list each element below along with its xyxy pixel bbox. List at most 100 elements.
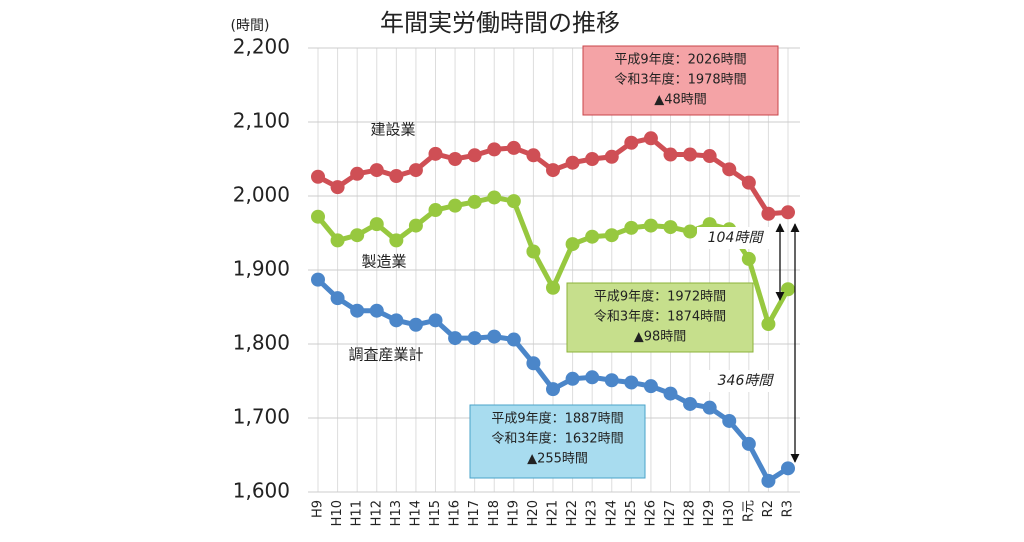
data-point [311,169,325,184]
data-point [663,386,678,401]
data-point [487,190,502,205]
data-point [702,149,717,164]
callout-text: 令和3年度：1978時間 [614,72,746,88]
data-point [683,396,698,411]
x-tick-label: H30 [722,500,737,526]
x-tick-label: R2 [761,500,776,517]
y-tick-label: 2,000 [233,183,290,207]
x-tick-label: H16 [448,500,463,526]
data-point [585,229,600,244]
gap-label: 346時間 [718,373,775,389]
data-point [585,370,600,385]
series-label: 調査産業計 [348,346,423,364]
data-point [761,317,776,332]
x-tick-label: H18 [487,500,502,526]
data-point [311,272,325,287]
x-tick-label: H24 [604,500,619,526]
x-tick-label: H20 [526,500,541,526]
callout-text: 平成9年度：1887時間 [491,411,623,427]
data-point [448,152,463,166]
x-tick-label: H28 [683,500,698,526]
data-point [408,218,423,233]
gap-label-bg [697,227,773,249]
data-point [408,317,423,332]
x-tick-label: R3 [781,500,796,517]
data-point [624,220,639,235]
data-point [487,329,502,344]
x-tick-label: H27 [663,500,678,526]
callout-text: 令和3年度：1874時間 [594,309,726,325]
callout-text: 令和3年度：1632時間 [491,431,623,447]
data-point [408,163,423,178]
x-tick-label: R元 [741,500,756,522]
data-point [330,233,345,248]
data-point [741,436,756,451]
data-point [643,131,658,146]
data-point [624,135,639,150]
series-label: 製造業 [361,253,406,271]
data-point [722,413,737,428]
data-point [389,233,404,248]
data-point [781,282,795,297]
data-point [546,280,560,295]
data-point [761,473,776,488]
data-point [663,147,678,162]
y-tick-label: 1,800 [233,331,290,355]
data-point [526,148,541,163]
data-point [389,313,404,328]
callout-text: ▲255時間 [527,452,588,467]
data-point [683,147,698,162]
x-tick-label: H15 [428,500,443,526]
x-tick-label: H12 [369,500,384,526]
x-tick-label: H21 [546,500,561,526]
data-point [781,205,795,220]
data-point [311,209,325,224]
callout-box [469,404,646,479]
data-point [350,228,365,243]
y-tick-label: 2,100 [233,109,290,133]
x-tick-label: H14 [408,500,423,526]
data-point [781,461,795,476]
x-tick-label: H23 [585,500,600,526]
data-point [624,375,639,390]
data-point [428,146,443,161]
x-tick-label: H9 [311,500,326,518]
data-point [330,180,345,195]
callout-box [582,45,779,116]
data-point [585,152,600,166]
data-point [448,331,463,346]
data-point [428,203,443,218]
data-point [467,331,482,346]
callout-text: 平成9年度：2026時間 [614,52,746,68]
callout-text: ▲48時間 [654,93,707,108]
data-point [565,155,580,170]
data-point [604,373,619,388]
x-tick-label: H19 [506,500,521,526]
data-point [369,303,384,318]
data-point [741,251,756,266]
data-point [604,149,619,164]
data-point [467,194,482,209]
x-tick-label: H26 [643,500,658,526]
data-point [350,166,365,181]
data-point [369,163,384,178]
data-point [546,163,560,178]
gap-label: 104時間 [708,230,765,246]
data-point [526,244,541,259]
data-point [506,140,521,155]
data-point [702,400,717,415]
x-tick-label: H13 [389,500,404,526]
data-point [741,175,756,190]
callout-box [566,282,754,353]
x-tick-label: H29 [702,500,717,526]
data-point [643,218,658,233]
data-point [448,198,463,213]
gap-label-bg [707,370,783,392]
y-tick-label: 2,200 [233,35,290,59]
y-tick-label: 1,900 [233,257,290,281]
data-point [722,162,737,177]
data-point [506,332,521,347]
chart-title: 年間実労働時間の推移 [380,9,620,37]
data-point [565,237,580,252]
y-tick-label: 1,600 [233,479,290,503]
